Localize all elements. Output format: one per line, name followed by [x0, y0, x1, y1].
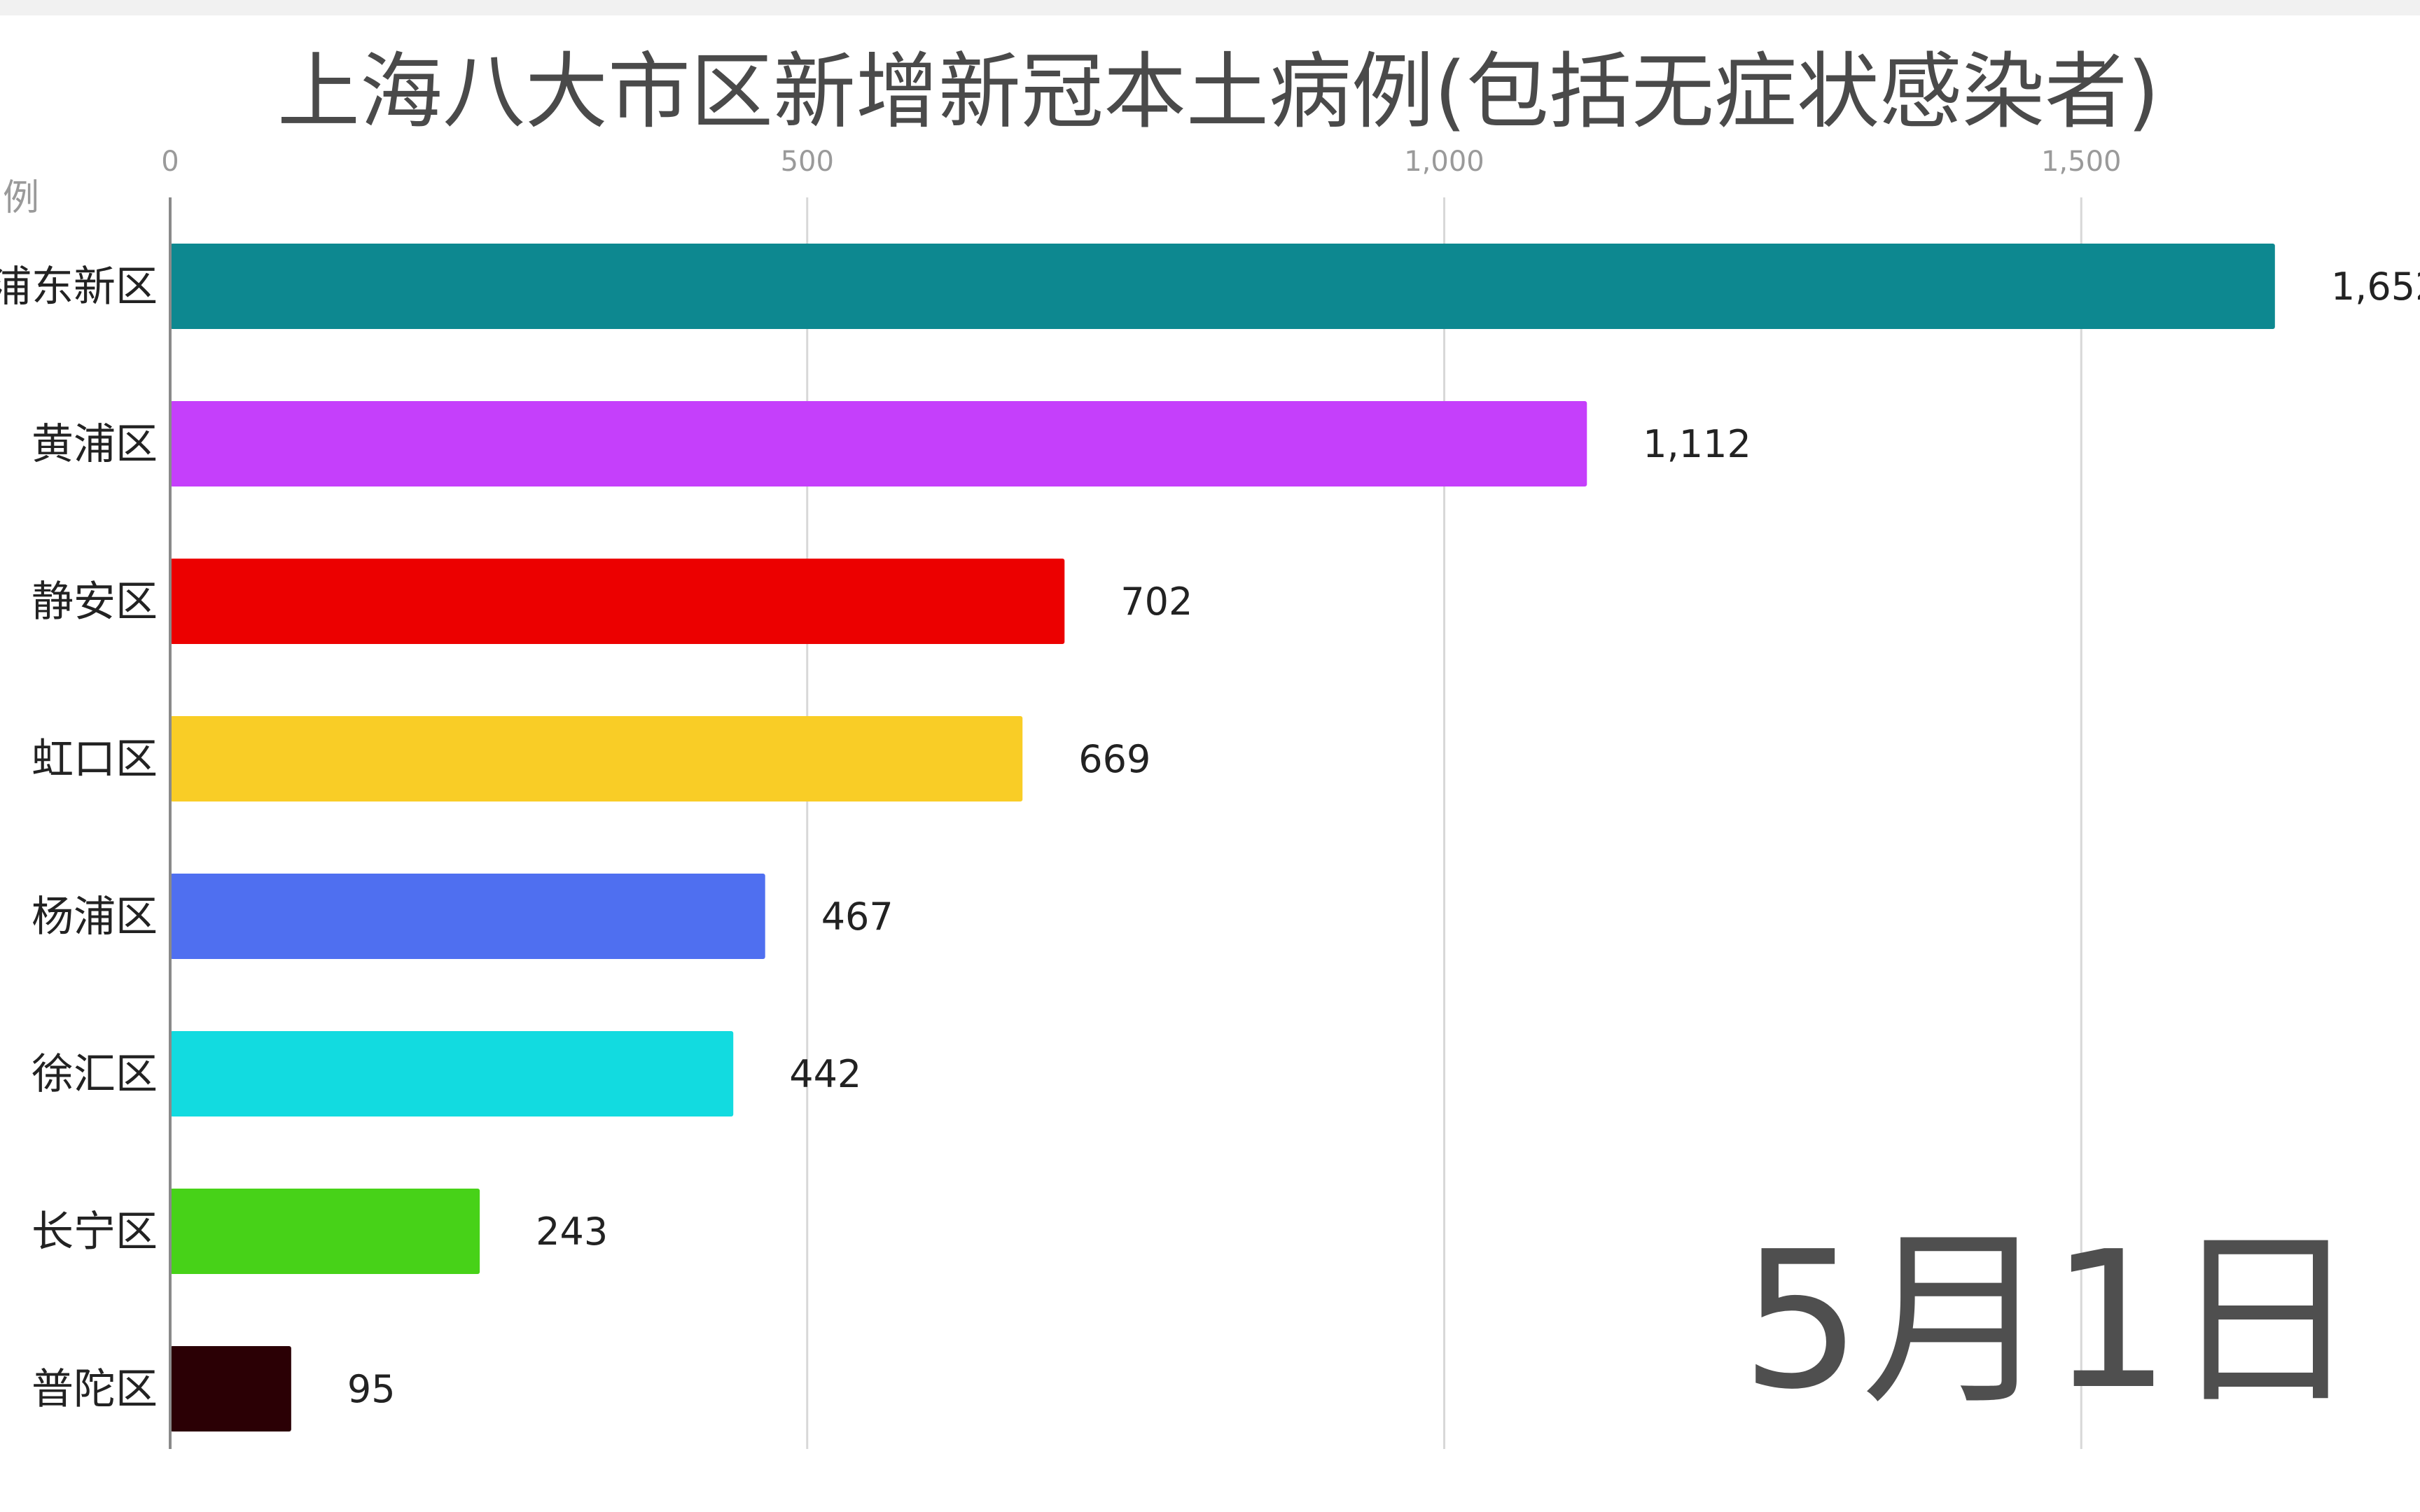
value-label: 95: [347, 1367, 396, 1411]
value-label: 702: [1120, 580, 1192, 624]
chart-title: 上海八大市区新增新冠本土病例(包括无症状感染者): [277, 43, 2160, 140]
bar: [170, 401, 1587, 486]
bar: [170, 874, 765, 959]
category-label: 长宁区: [32, 1208, 158, 1256]
bar: [170, 1189, 480, 1274]
date-label: 5月1日: [1741, 1210, 2360, 1431]
value-label: 467: [821, 895, 893, 939]
category-label: 黄浦区: [32, 420, 158, 469]
category-label: 虹口区: [32, 735, 158, 784]
value-label: 669: [1078, 737, 1150, 781]
value-label: 442: [789, 1052, 861, 1096]
value-label: 1,652: [2331, 265, 2420, 309]
x-tick-label: 500: [781, 146, 834, 178]
bar: [170, 1031, 734, 1116]
bar: [170, 244, 2275, 329]
x-tick-label: 1,500: [2041, 146, 2122, 178]
bars: [170, 244, 2275, 1432]
value-labels: 1,652 1,112 702 669 467 442 243 95: [347, 265, 2420, 1411]
value-label: 1,112: [1643, 422, 1751, 466]
category-label: 徐汇区: [32, 1050, 158, 1099]
value-label: 243: [536, 1210, 608, 1254]
top-strip: [0, 0, 2420, 15]
category-label: 浦东新区: [0, 262, 158, 312]
x-axis-ticks: 0 500 1,000 1,500: [161, 146, 2121, 178]
bar: [170, 716, 1023, 802]
x-tick-label: 0: [161, 146, 179, 178]
category-label: 杨浦区: [32, 892, 158, 941]
bar: [170, 559, 1065, 644]
bar: [170, 1346, 291, 1432]
category-label: 静安区: [32, 578, 158, 626]
unit-label: 例: [3, 177, 39, 219]
category-label: 普陀区: [32, 1365, 158, 1414]
x-tick-label: 1,000: [1404, 146, 1484, 178]
